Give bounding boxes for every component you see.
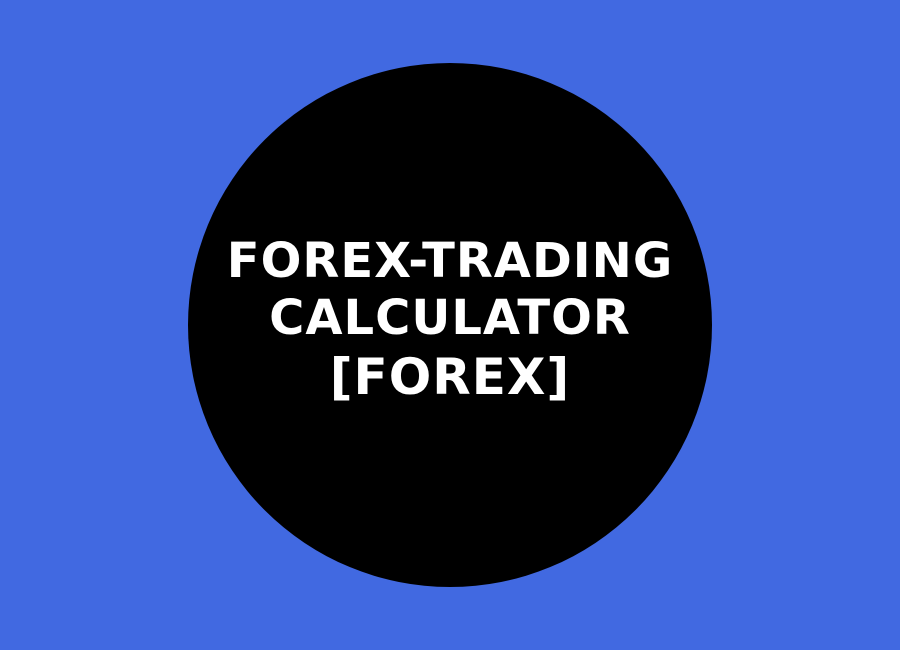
title-badge-circle: FOREX-TRADING CALCULATOR [FOREX] (188, 63, 712, 587)
page-title: FOREX-TRADING CALCULATOR [FOREX] (227, 233, 673, 407)
title-line-3: [FOREX] (329, 348, 571, 407)
title-line-2: CALCULATOR (269, 289, 631, 346)
title-line-1: FOREX-TRADING (226, 232, 674, 289)
